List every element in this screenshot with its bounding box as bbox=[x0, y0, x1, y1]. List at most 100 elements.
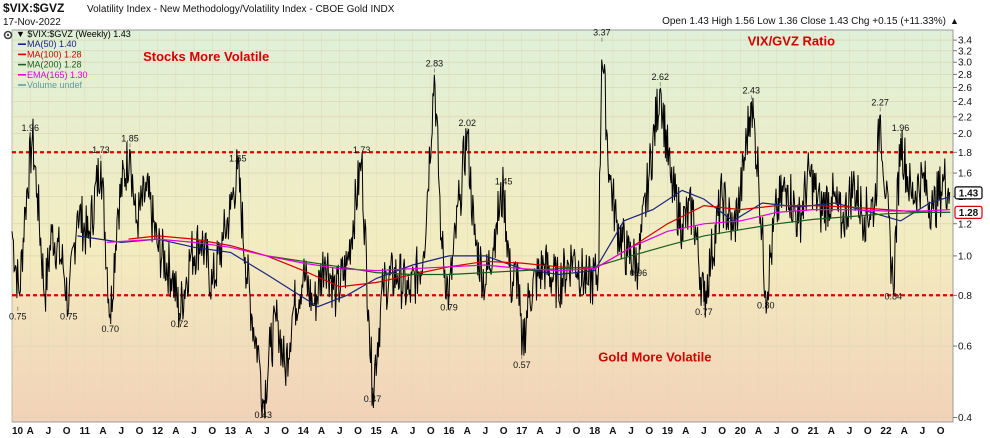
point-labels: 1.96 1.73 1.85 1.65 1.73 2.83 2.02 1.45 3.37 2.62… bbox=[9, 28, 909, 420]
point-label: 1.73 bbox=[353, 145, 371, 155]
gridlines bbox=[11, 30, 953, 422]
x-tick-label: J bbox=[774, 426, 780, 437]
last-value-tag: 1.43 bbox=[959, 188, 979, 199]
ohlc-readout: Open 1.43 High 1.56 Low 1.36 Close 1.43 … bbox=[662, 16, 946, 27]
x-tick-label: O bbox=[208, 426, 216, 437]
point-label: 0.75 bbox=[9, 312, 27, 322]
x-tick-label: J bbox=[847, 426, 853, 437]
x-tick-label: O bbox=[136, 426, 144, 437]
x-tick-label: 17 bbox=[516, 426, 528, 437]
x-tick-label: 11 bbox=[80, 426, 91, 437]
x-tick-label: J bbox=[701, 426, 707, 437]
symbol-description: Volatility Index - New Methodology/Volat… bbox=[87, 4, 395, 15]
point-label: 0.47 bbox=[364, 394, 382, 404]
x-tick-label: J bbox=[555, 426, 561, 437]
ratio-price-line bbox=[11, 59, 951, 419]
x-tick-label: 16 bbox=[443, 426, 455, 437]
zone-label: Gold More Volatile bbox=[598, 349, 711, 364]
y-tick-label: 1.8 bbox=[958, 148, 972, 159]
point-label: 0.77 bbox=[695, 307, 713, 317]
y-tick-label: 3.0 bbox=[958, 58, 972, 69]
y-tick-label: 3.2 bbox=[958, 46, 972, 57]
x-tick-label: J bbox=[118, 426, 124, 437]
point-label: 0.70 bbox=[102, 324, 120, 334]
x-tick-label: A bbox=[755, 426, 762, 437]
point-label: 0.80 bbox=[757, 300, 775, 310]
point-label: 0.79 bbox=[440, 302, 458, 312]
x-tick-label: 14 bbox=[298, 426, 310, 437]
point-label: 1.96 bbox=[892, 123, 910, 133]
x-tick-label: A bbox=[536, 426, 543, 437]
point-label: 0.84 bbox=[885, 292, 903, 302]
x-tick-label: J bbox=[920, 426, 926, 437]
y-tick-label: 0.8 bbox=[958, 291, 972, 302]
x-tick-label: O bbox=[63, 426, 71, 437]
x-tick-label: O bbox=[427, 426, 435, 437]
ma-line-ma50 bbox=[77, 189, 951, 308]
x-tick-label: O bbox=[864, 426, 872, 437]
x-tick-label: O bbox=[573, 426, 581, 437]
point-label: 1.73 bbox=[92, 145, 110, 155]
y-tick-label: 1.2 bbox=[958, 219, 972, 230]
y-tick-label: 0.4 bbox=[958, 413, 972, 424]
legend-entry: Volume undef bbox=[27, 80, 83, 90]
symbol-label: $VIX:$GVZ bbox=[3, 1, 64, 15]
y-tick-label: 1.6 bbox=[958, 169, 972, 180]
point-label: 1.96 bbox=[21, 123, 39, 133]
x-tick-label: J bbox=[337, 426, 343, 437]
x-tick-label: 19 bbox=[662, 426, 674, 437]
plot-area bbox=[11, 29, 954, 423]
x-tick-label: A bbox=[828, 426, 835, 437]
x-tick-label: 20 bbox=[735, 426, 747, 437]
last-value-tag-box bbox=[954, 205, 983, 219]
y-tick-label: 1.0 bbox=[958, 251, 972, 262]
point-label: 1.85 bbox=[121, 133, 139, 143]
x-tick-label: O bbox=[645, 426, 653, 437]
x-tick-label: A bbox=[27, 426, 34, 437]
zone-label: VIX/GVZ Ratio bbox=[748, 33, 835, 48]
x-tick-label: J bbox=[191, 426, 197, 437]
ma-line-ema165 bbox=[106, 209, 951, 272]
legend-entry: ▼ $VIX:$GVZ (Weekly) 1.43 bbox=[16, 29, 131, 39]
x-tick-label: 22 bbox=[880, 426, 892, 437]
x-tick-label: O bbox=[791, 426, 799, 437]
x-tick-label: 21 bbox=[808, 426, 820, 437]
y-tick-label: 3.4 bbox=[958, 36, 972, 47]
x-tick-label: A bbox=[99, 426, 106, 437]
y-tick-label: 2.6 bbox=[958, 83, 972, 94]
ohlc-up-arrow: ▲ bbox=[950, 16, 959, 26]
legend-entry: MA(200) 1.28 bbox=[27, 60, 82, 70]
y-tick-label: 2.0 bbox=[958, 129, 972, 140]
legend-entry: MA(50) 1.40 bbox=[27, 39, 77, 49]
x-axis: 10 A J O 11 A J O 12 A J O 13 A J O 14 A J O 15 A J O 16 A J O 17 A J O… bbox=[12, 426, 945, 437]
x-tick-label: O bbox=[718, 426, 726, 437]
x-tick-label: J bbox=[628, 426, 634, 437]
point-label: 2.83 bbox=[426, 58, 444, 68]
y-axis: 0.40.60.81.01.21.41.61.82.02.22.42.62.83… bbox=[953, 36, 972, 424]
x-tick-label: A bbox=[609, 426, 616, 437]
point-label: 2.02 bbox=[458, 118, 476, 128]
point-label: 3.37 bbox=[593, 28, 611, 38]
x-tick-label: O bbox=[354, 426, 362, 437]
x-tick-label: J bbox=[483, 426, 489, 437]
x-tick-label: J bbox=[46, 426, 52, 437]
y-tick-label: 0.6 bbox=[958, 342, 972, 353]
point-label: 0.96 bbox=[630, 268, 648, 278]
point-label: 0.43 bbox=[255, 410, 273, 420]
point-label: 2.43 bbox=[742, 85, 760, 95]
x-tick-label: 12 bbox=[152, 426, 164, 437]
legend-entry: EMA(165) 1.30 bbox=[27, 70, 88, 80]
x-tick-label: A bbox=[682, 426, 689, 437]
chart-header: $VIX:$GVZ Volatility Index - New Methodo… bbox=[3, 1, 959, 28]
y-tick-label: 2.4 bbox=[958, 97, 972, 108]
point-label: 1.45 bbox=[495, 176, 513, 186]
x-tick-label: J bbox=[264, 426, 270, 437]
chart-date: 17-Nov-2022 bbox=[3, 17, 61, 28]
x-tick-label: A bbox=[172, 426, 179, 437]
moving-averages bbox=[77, 189, 951, 308]
price-series bbox=[11, 59, 951, 419]
x-tick-label: 15 bbox=[371, 426, 383, 437]
zone-label: Stocks More Volatile bbox=[143, 49, 269, 64]
settings-gear-icon[interactable] bbox=[3, 30, 13, 40]
